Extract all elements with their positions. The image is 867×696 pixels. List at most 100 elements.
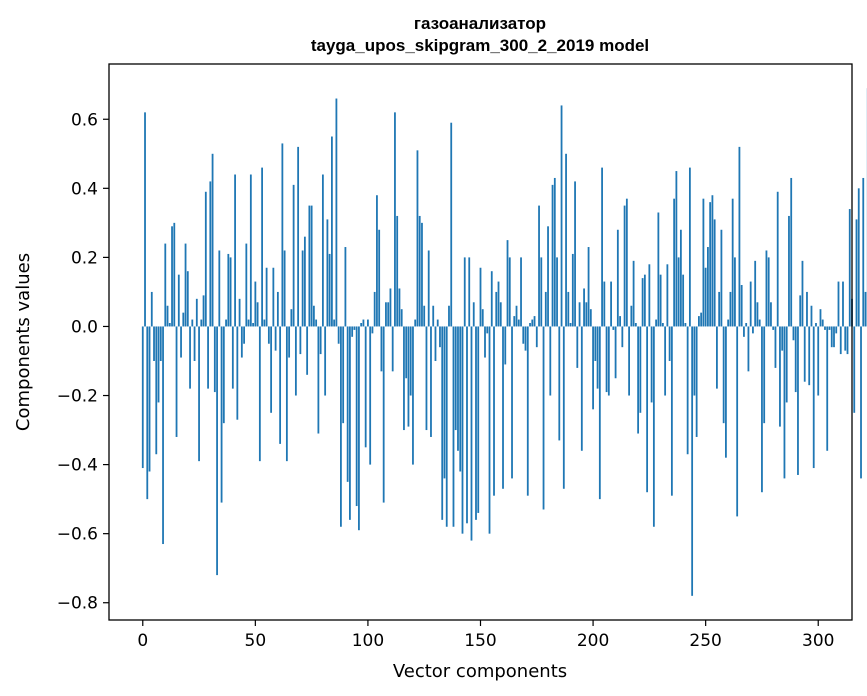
bar-167 xyxy=(517,319,520,327)
bar-126 xyxy=(425,326,428,431)
bar-192 xyxy=(574,181,576,327)
bar-223 xyxy=(643,274,646,327)
x-tick-label: 250 xyxy=(689,631,721,651)
y-tick-label: 0.0 xyxy=(71,317,98,337)
bar-169 xyxy=(522,326,525,344)
bar-243 xyxy=(688,167,691,327)
bar-5 xyxy=(153,326,155,361)
bar-152 xyxy=(484,326,486,358)
bar-85 xyxy=(333,319,336,327)
bar-276 xyxy=(763,326,766,424)
bar-298 xyxy=(812,326,815,469)
x-tick-label: 200 xyxy=(577,631,609,651)
bar-216 xyxy=(628,326,630,396)
y-tick-label: 0.4 xyxy=(71,179,98,199)
bar-40 xyxy=(231,326,234,389)
bar-4 xyxy=(150,291,153,327)
bar-174 xyxy=(533,316,536,327)
bar-39 xyxy=(229,257,232,327)
bar-46 xyxy=(245,243,248,327)
bar-20 xyxy=(186,271,189,327)
bar-8 xyxy=(159,326,162,361)
bar-248 xyxy=(700,312,703,327)
x-axis-label: Vector components xyxy=(393,661,567,682)
bar-274 xyxy=(758,319,761,327)
bar-135 xyxy=(445,326,448,527)
bar-183 xyxy=(553,177,556,327)
x-tick-label: 300 xyxy=(802,631,834,651)
bar-153 xyxy=(486,326,489,334)
bar-19 xyxy=(184,243,187,327)
bar-176 xyxy=(538,205,540,327)
bar-2 xyxy=(146,326,149,500)
bar-79 xyxy=(319,326,322,355)
bar-287 xyxy=(788,215,790,327)
bar-275 xyxy=(761,326,763,493)
bar-317 xyxy=(855,219,858,327)
bar-224 xyxy=(646,326,649,493)
bar-26 xyxy=(200,319,203,327)
bar-21 xyxy=(189,326,191,389)
bar-293 xyxy=(801,260,804,327)
bar-196 xyxy=(583,288,585,327)
bar-286 xyxy=(785,326,788,403)
bar-13 xyxy=(171,226,173,327)
bar-30 xyxy=(209,181,212,327)
bar-57 xyxy=(270,326,273,413)
bar-230 xyxy=(659,274,662,327)
bar-188 xyxy=(565,153,567,327)
bar-53 xyxy=(261,167,263,327)
bar-93 xyxy=(351,326,354,337)
bar-195 xyxy=(580,326,583,451)
bar-284 xyxy=(781,326,784,351)
bar-200 xyxy=(592,326,594,410)
bar-212 xyxy=(619,316,621,327)
bar-22 xyxy=(191,319,194,327)
bar-105 xyxy=(378,229,381,327)
bar-48 xyxy=(249,174,252,327)
bar-251 xyxy=(707,247,709,327)
bar-131 xyxy=(436,319,439,327)
bar-258 xyxy=(722,326,725,424)
bar-199 xyxy=(589,309,592,327)
bar-49 xyxy=(252,323,254,327)
bar-92 xyxy=(349,326,351,520)
x-tick-label: 100 xyxy=(352,631,384,651)
bar-302 xyxy=(821,319,824,327)
bar-159 xyxy=(499,302,502,327)
bar-77 xyxy=(315,319,318,327)
bar-219 xyxy=(634,323,637,327)
bar-154 xyxy=(488,326,491,534)
bar-115 xyxy=(400,309,403,327)
bar-31 xyxy=(211,153,214,327)
bar-124 xyxy=(421,222,423,327)
bar-103 xyxy=(373,291,376,327)
bar-158 xyxy=(497,281,500,327)
bar-69 xyxy=(297,146,300,327)
bar-194 xyxy=(578,302,581,327)
bar-244 xyxy=(691,326,694,596)
bar-120 xyxy=(412,326,414,465)
bar-148 xyxy=(475,326,477,520)
bar-263 xyxy=(734,257,736,327)
bar-111 xyxy=(391,326,394,372)
bar-273 xyxy=(756,302,759,327)
bar-292 xyxy=(799,295,802,327)
bar-6 xyxy=(155,326,158,455)
bar-178 xyxy=(542,326,545,510)
bar-59 xyxy=(274,326,277,351)
bar-186 xyxy=(560,105,563,327)
bar-316 xyxy=(853,326,856,413)
bar-51 xyxy=(256,302,259,327)
bar-187 xyxy=(562,326,565,489)
bar-116 xyxy=(403,326,405,431)
bar-173 xyxy=(531,319,534,327)
bar-155 xyxy=(490,271,493,327)
bar-128 xyxy=(430,326,432,437)
bar-206 xyxy=(605,326,608,393)
bar-45 xyxy=(243,326,245,344)
bar-163 xyxy=(508,257,511,327)
y-tick-label: 0.2 xyxy=(71,248,98,268)
bar-38 xyxy=(227,253,230,327)
bar-179 xyxy=(544,291,547,327)
